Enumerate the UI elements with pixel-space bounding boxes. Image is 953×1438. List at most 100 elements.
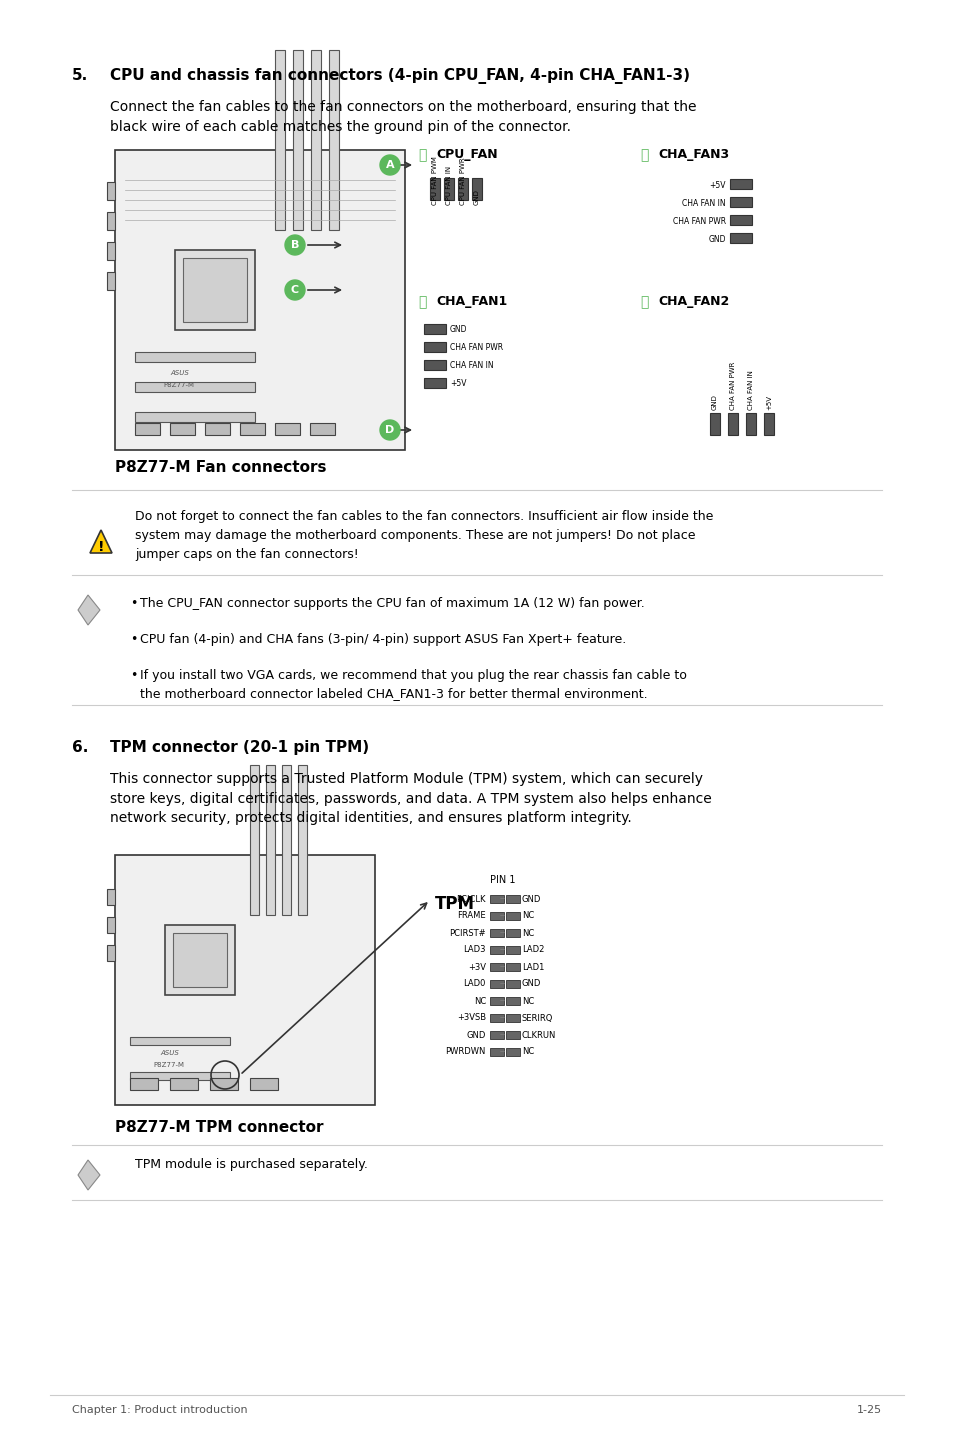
Polygon shape (78, 1160, 100, 1191)
FancyBboxPatch shape (505, 1014, 519, 1022)
FancyBboxPatch shape (297, 765, 307, 915)
Text: TPM module is purchased separately.: TPM module is purchased separately. (135, 1158, 368, 1171)
FancyBboxPatch shape (505, 912, 519, 920)
FancyBboxPatch shape (329, 50, 338, 230)
FancyBboxPatch shape (490, 946, 503, 953)
FancyBboxPatch shape (727, 413, 738, 436)
FancyBboxPatch shape (490, 912, 503, 920)
FancyBboxPatch shape (183, 257, 247, 322)
Text: Chapter 1: Product introduction: Chapter 1: Product introduction (71, 1405, 248, 1415)
FancyBboxPatch shape (135, 383, 254, 393)
Text: +5V: +5V (765, 395, 771, 410)
FancyBboxPatch shape (729, 233, 751, 243)
Text: CPU FAN PWR: CPU FAN PWR (459, 157, 465, 206)
Text: Ⓒ: Ⓒ (417, 295, 426, 309)
FancyBboxPatch shape (423, 324, 446, 334)
Text: CHA FAN PWR: CHA FAN PWR (450, 344, 502, 352)
FancyBboxPatch shape (763, 413, 773, 436)
Text: +3VSB: +3VSB (456, 1014, 485, 1022)
Text: CLKRUN: CLKRUN (521, 1031, 556, 1040)
FancyBboxPatch shape (423, 360, 446, 370)
Text: NC: NC (521, 929, 534, 938)
Text: GND: GND (711, 394, 718, 410)
Text: CHA_FAN2: CHA_FAN2 (658, 295, 728, 308)
FancyBboxPatch shape (282, 765, 291, 915)
FancyBboxPatch shape (135, 413, 254, 421)
Text: Ⓓ: Ⓓ (639, 295, 648, 309)
Text: SERIRQ: SERIRQ (521, 1014, 553, 1022)
Text: GND: GND (708, 234, 725, 243)
Text: Do not forget to connect the fan cables to the fan connectors. Insufficient air : Do not forget to connect the fan cables … (135, 510, 713, 561)
Text: LAD3: LAD3 (463, 946, 485, 955)
Text: GND: GND (521, 979, 540, 988)
FancyBboxPatch shape (165, 925, 234, 995)
FancyBboxPatch shape (729, 197, 751, 207)
Text: CHA_FAN3: CHA_FAN3 (658, 148, 728, 161)
FancyBboxPatch shape (130, 1037, 230, 1045)
FancyBboxPatch shape (170, 1078, 198, 1090)
Text: PIN 1: PIN 1 (490, 874, 515, 884)
Text: This connector supports a Trusted Platform Module (TPM) system, which can secure: This connector supports a Trusted Platfo… (110, 772, 711, 825)
FancyBboxPatch shape (729, 178, 751, 188)
Text: •: • (130, 669, 137, 682)
FancyBboxPatch shape (107, 211, 115, 230)
FancyBboxPatch shape (490, 981, 503, 988)
FancyBboxPatch shape (170, 423, 194, 436)
FancyBboxPatch shape (443, 178, 454, 200)
FancyBboxPatch shape (274, 50, 285, 230)
Text: NC: NC (474, 997, 485, 1005)
FancyBboxPatch shape (210, 1078, 237, 1090)
Text: NC: NC (521, 1047, 534, 1057)
Text: If you install two VGA cards, we recommend that you plug the rear chassis fan ca: If you install two VGA cards, we recomme… (140, 669, 686, 700)
Text: ASUS: ASUS (160, 1050, 178, 1055)
Text: LAD0: LAD0 (463, 979, 485, 988)
FancyBboxPatch shape (505, 929, 519, 938)
Text: •: • (130, 633, 137, 646)
FancyBboxPatch shape (490, 997, 503, 1005)
FancyBboxPatch shape (430, 178, 439, 200)
Text: P8Z77-M: P8Z77-M (163, 383, 193, 388)
FancyBboxPatch shape (205, 423, 230, 436)
FancyBboxPatch shape (107, 917, 115, 933)
FancyBboxPatch shape (505, 946, 519, 953)
Text: C: C (291, 285, 298, 295)
Text: PCICLK: PCICLK (456, 894, 485, 903)
FancyBboxPatch shape (490, 963, 503, 971)
Text: —: — (498, 998, 504, 1004)
Text: The CPU_FAN connector supports the CPU fan of maximum 1A (12 W) fan power.: The CPU_FAN connector supports the CPU f… (140, 597, 644, 610)
FancyBboxPatch shape (135, 352, 254, 362)
Text: +5V: +5V (450, 380, 466, 388)
Text: —: — (498, 930, 504, 936)
FancyBboxPatch shape (115, 150, 405, 450)
Text: —: — (498, 1015, 504, 1021)
FancyBboxPatch shape (729, 216, 751, 224)
Text: GND: GND (466, 1031, 485, 1040)
FancyBboxPatch shape (240, 423, 265, 436)
Text: CHA FAN PWR: CHA FAN PWR (729, 361, 735, 410)
FancyBboxPatch shape (115, 856, 375, 1104)
FancyBboxPatch shape (250, 765, 258, 915)
FancyBboxPatch shape (310, 423, 335, 436)
FancyBboxPatch shape (250, 1078, 277, 1090)
Text: •: • (130, 597, 137, 610)
FancyBboxPatch shape (472, 178, 481, 200)
FancyBboxPatch shape (107, 272, 115, 290)
Text: CPU FAN IN: CPU FAN IN (446, 165, 452, 206)
Text: Ⓑ: Ⓑ (639, 148, 648, 162)
FancyBboxPatch shape (107, 183, 115, 200)
Text: +3V: +3V (468, 962, 485, 972)
Text: —: — (498, 982, 504, 986)
Text: CHA FAN IN: CHA FAN IN (681, 198, 725, 207)
Text: Ⓐ: Ⓐ (417, 148, 426, 162)
FancyBboxPatch shape (172, 933, 227, 986)
FancyBboxPatch shape (505, 963, 519, 971)
Text: —: — (498, 948, 504, 952)
Text: B: B (291, 240, 299, 250)
Text: A: A (385, 160, 394, 170)
Circle shape (379, 420, 399, 440)
FancyBboxPatch shape (107, 242, 115, 260)
FancyBboxPatch shape (174, 250, 254, 329)
FancyBboxPatch shape (311, 50, 320, 230)
FancyBboxPatch shape (423, 342, 446, 352)
FancyBboxPatch shape (457, 178, 468, 200)
